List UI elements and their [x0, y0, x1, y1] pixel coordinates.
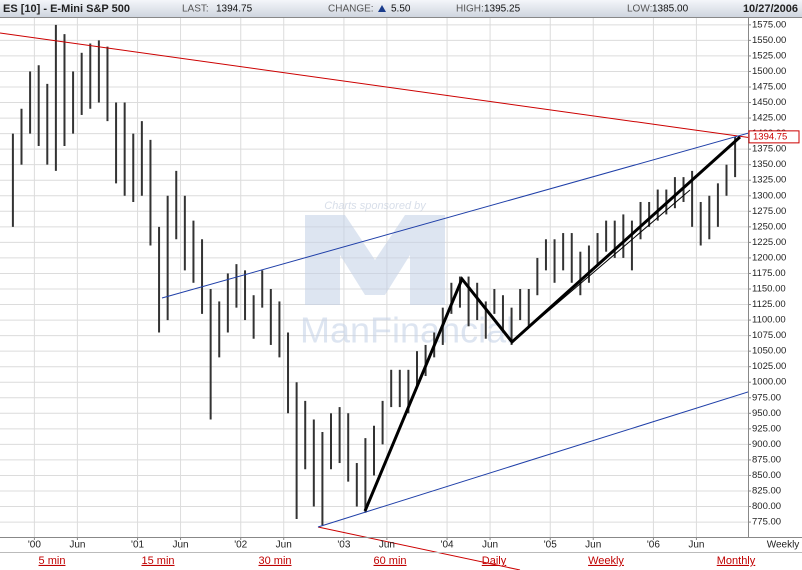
channel-lower	[317, 374, 802, 528]
trendlines	[0, 32, 802, 570]
change-label: CHANGE:	[328, 4, 374, 15]
logo	[305, 215, 445, 305]
y-tick-label: 1550.00	[752, 35, 786, 46]
y-tick-label: 1275.00	[752, 206, 786, 217]
y-tick-label: 1250.00	[752, 221, 786, 232]
high-value: 1395.25	[484, 4, 521, 15]
y-tick-label: 1300.00	[752, 190, 786, 201]
y-tick-label: 925.00	[752, 423, 781, 434]
interval-link[interactable]: 15 min	[141, 555, 174, 567]
header-bar	[0, 0, 802, 17]
y-tick-label: 950.00	[752, 408, 781, 419]
y-tick-label: 1025.00	[752, 361, 786, 372]
y-tick-label: 1525.00	[752, 50, 786, 61]
x-tick-label: Jun	[379, 540, 395, 551]
interval-link[interactable]: 60 min	[373, 555, 406, 567]
x-tick-label: '05	[544, 540, 557, 551]
watermark: Charts sponsored by ManFinancial	[300, 200, 514, 351]
bars	[11, 24, 737, 526]
x-tick-label: Jun	[482, 540, 498, 551]
y-tick-label: 850.00	[752, 470, 781, 481]
x-tick-label: Jun	[688, 540, 704, 551]
low-value: 1385.00	[652, 4, 689, 15]
high-label: HIGH:	[456, 4, 484, 15]
y-tick-label: 1350.00	[752, 159, 786, 170]
interval-link[interactable]: 5 min	[39, 555, 66, 567]
y-tick-label: 1375.00	[752, 144, 786, 155]
y-tick-label: 1500.00	[752, 66, 786, 77]
up-arrow	[378, 5, 386, 12]
last-label: LAST:	[182, 4, 209, 15]
last-value: 1394.75	[216, 4, 253, 15]
y-tick-label: 1575.00	[752, 19, 786, 30]
y-tick-label: 900.00	[752, 439, 781, 450]
symbol-title: ES [10] - E-Mini S&P 500	[3, 3, 130, 15]
low-label: LOW:	[627, 4, 652, 15]
y-tick-label: 1450.00	[752, 97, 786, 108]
y-tick-label: 1200.00	[752, 252, 786, 263]
sponsor-text: Charts sponsored by	[324, 200, 427, 212]
support-line	[317, 526, 521, 570]
last-price-marker	[748, 130, 800, 144]
x-tick-label: Jun	[585, 540, 601, 551]
x-tick-label: '00	[28, 540, 41, 551]
footer: 5 min 15 min 30 min 60 min Daily Weekly Monthl…	[39, 555, 756, 567]
interval-link[interactable]: Weekly	[588, 555, 624, 567]
x-tick-label: Jun	[276, 540, 292, 551]
y-tick-label: 1175.00	[752, 268, 786, 279]
y-tick-label: 975.00	[752, 392, 781, 403]
y-tick-label: 1425.00	[752, 113, 786, 124]
y-tick-label: 800.00	[752, 501, 781, 512]
axes: 775.00 800.00 825.00 850.00 875.00 900.00 925.…	[28, 19, 800, 551]
y-tick-label: 1325.00	[752, 175, 786, 186]
y-tick-label: 875.00	[752, 454, 781, 465]
brand-text: ManFinancial	[300, 310, 514, 351]
y-tick-label: 1475.00	[752, 82, 786, 93]
x-tick-label: '01	[131, 540, 144, 551]
x-tick-label: Jun	[172, 540, 188, 551]
resistance-line	[0, 32, 802, 146]
period-label: Weekly	[767, 540, 800, 551]
x-tick-label: '06	[647, 540, 660, 551]
wave-guide	[511, 189, 691, 343]
grid	[0, 18, 748, 537]
interval-link[interactable]: Daily	[482, 555, 507, 567]
date: 10/27/2006	[743, 3, 798, 15]
interval-link[interactable]: Monthly	[717, 555, 756, 567]
channel-upper	[161, 117, 802, 299]
interval-link[interactable]: 30 min	[258, 555, 291, 567]
price-axis-bg	[748, 18, 802, 537]
y-tick-label: 775.00	[752, 517, 781, 528]
x-tick-label: '02	[234, 540, 247, 551]
y-tick-label: 1125.00	[752, 299, 786, 310]
y-tick-label: 825.00	[752, 486, 781, 497]
last-price-label: 1394.75	[753, 131, 787, 142]
y-tick-label: 1150.00	[752, 284, 786, 295]
x-tick-label: Jun	[69, 540, 85, 551]
y-tick-label: 1075.00	[752, 330, 786, 341]
y-tick-label: 1100.00	[752, 315, 786, 326]
x-tick-label: '03	[337, 540, 350, 551]
x-tick-label: '04	[441, 540, 454, 551]
wave-path	[363, 135, 742, 512]
change-value: 5.50	[391, 4, 411, 15]
y-tick-label: 1000.00	[752, 377, 786, 388]
y-tick-label: 1225.00	[752, 237, 786, 248]
y-tick-label: 1050.00	[752, 346, 786, 357]
